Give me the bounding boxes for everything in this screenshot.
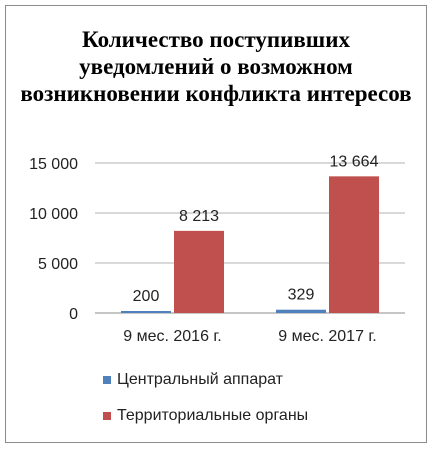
data-label: 200 (133, 288, 160, 305)
bar (174, 230, 224, 313)
y-tick-label: 10 000 (29, 206, 78, 223)
x-tick-label: 9 мес. 2017 г. (278, 328, 377, 345)
data-label: 329 (288, 287, 315, 304)
legend-swatch-territorial (103, 412, 111, 420)
data-label: 13 664 (330, 153, 379, 170)
y-tick-label: 5 000 (38, 256, 78, 273)
legend-label-central: Центральный аппарат (117, 371, 283, 388)
y-tick-label: 0 (69, 306, 78, 323)
legend-label-territorial: Территориальные органы (117, 407, 309, 424)
bar (121, 311, 171, 313)
bar (329, 176, 379, 313)
y-tick-label: 15 000 (29, 156, 78, 173)
chart-title: Количество поступивших уведомлений о воз… (20, 27, 412, 106)
bar (276, 309, 326, 313)
x-tick-label: 9 мес. 2016 г. (123, 328, 222, 345)
legend-swatch-central (103, 376, 111, 384)
data-label: 8 213 (179, 208, 219, 225)
